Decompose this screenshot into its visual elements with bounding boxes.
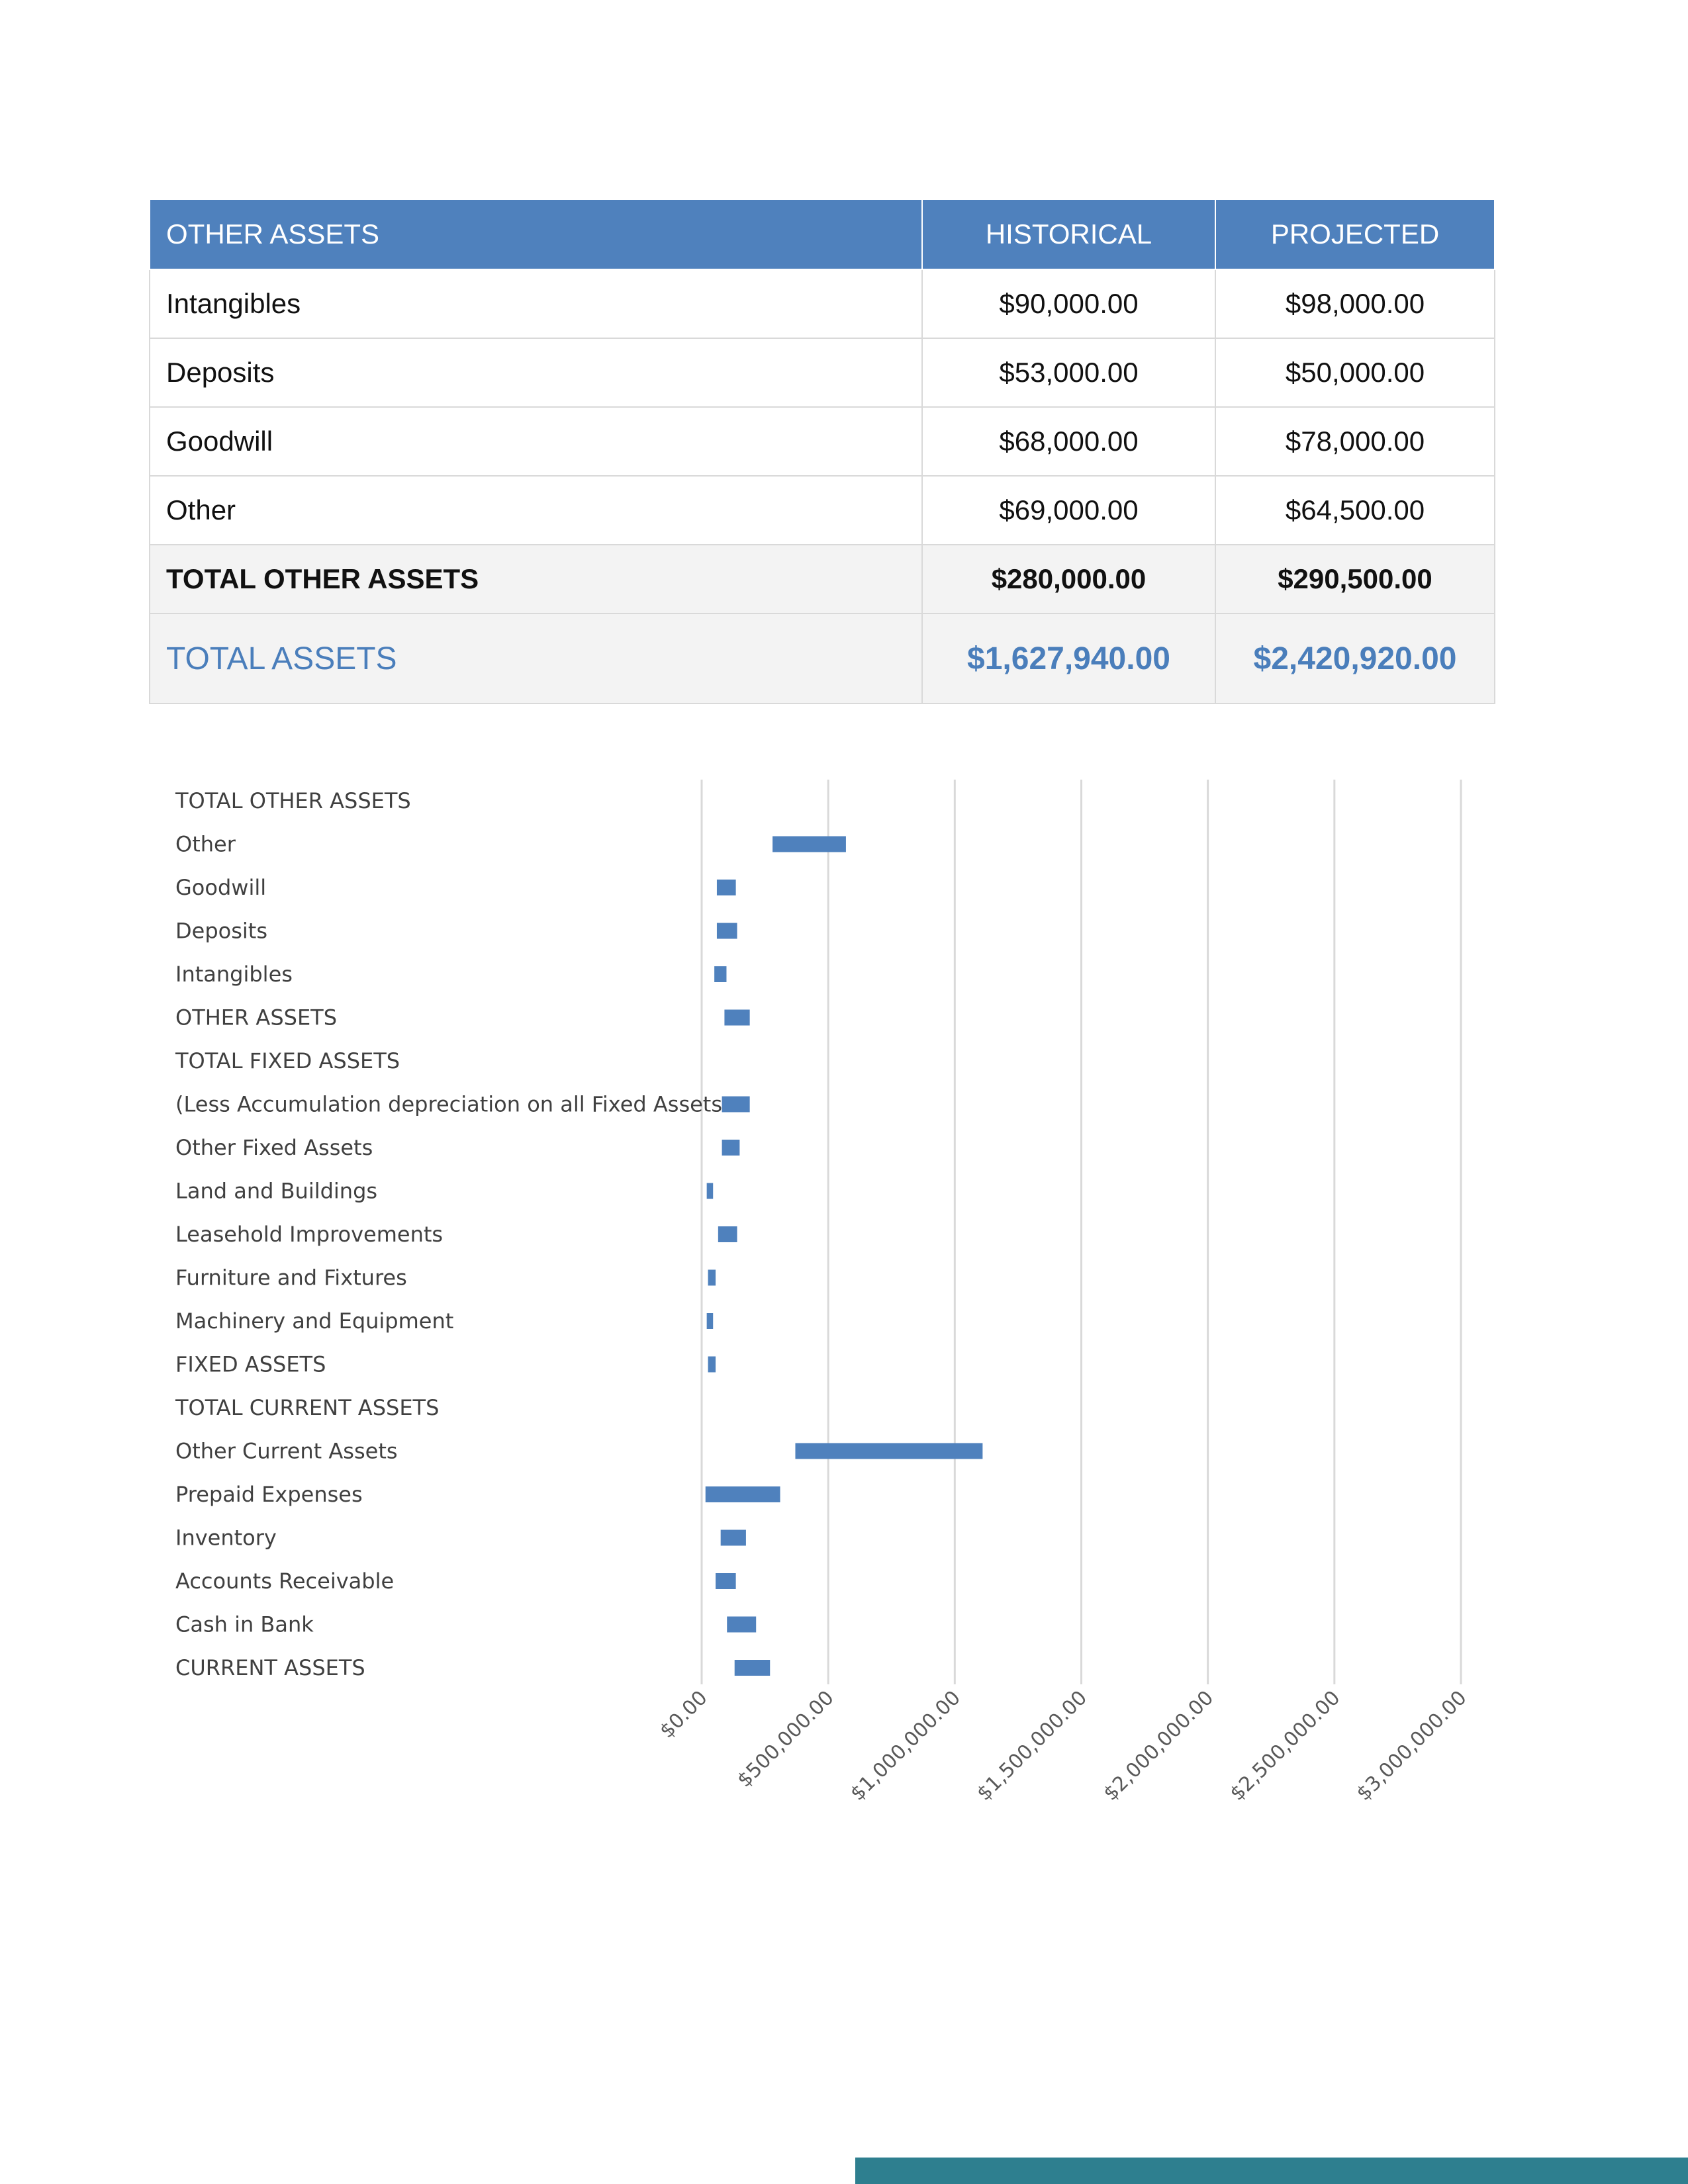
- row-projected: $50,000.00: [1215, 338, 1495, 408]
- assets-bar-chart: TOTAL OTHER ASSETS Other Goodwill Deposits I…: [175, 780, 1472, 1805]
- category-label: OTHER ASSETS: [175, 1005, 337, 1030]
- header-historical: HISTORICAL: [921, 199, 1216, 270]
- total-other-projected: $290,500.00: [1215, 544, 1495, 614]
- chart-bar: [773, 836, 846, 852]
- category-label: Other: [175, 832, 236, 857]
- row-historical: $90,000.00: [921, 269, 1216, 339]
- x-tick-label: $1,000,000.00: [846, 1686, 965, 1805]
- category-label: Other Fixed Assets: [175, 1135, 373, 1160]
- category-label: Deposits: [175, 919, 267, 944]
- row-label: Other: [149, 475, 923, 545]
- other-assets-table: OTHER ASSETS HISTORICAL PROJECTED Intang…: [149, 199, 1495, 704]
- chart-bar: [708, 1269, 716, 1286]
- x-tick-label: $0.00: [655, 1686, 712, 1743]
- category-label: (Less Accumulation depreciation on all F…: [175, 1092, 722, 1117]
- category-label: Cash in Bank: [175, 1612, 314, 1637]
- category-label: TOTAL FIXED ASSETS: [175, 1048, 400, 1073]
- x-tick-label: $3,000,000.00: [1352, 1686, 1472, 1805]
- category-label: Furniture and Fixtures: [175, 1265, 407, 1291]
- total-assets-label: TOTAL ASSETS: [149, 613, 923, 704]
- header-other-assets: OTHER ASSETS: [149, 199, 923, 270]
- table-row: Goodwill $68,000.00 $78,000.00: [149, 406, 1495, 477]
- category-label: FIXED ASSETS: [175, 1352, 326, 1377]
- chart-bar: [720, 1529, 746, 1546]
- category-label: Other Current Assets: [175, 1439, 398, 1464]
- x-axis-ticks: $0.00 $500,000.00 $1,000,000.00 $1,500,000.…: [655, 1686, 1471, 1805]
- total-other-historical: $280,000.00: [921, 544, 1216, 614]
- category-label: CURRENT ASSETS: [175, 1655, 365, 1680]
- category-label: Inventory: [175, 1525, 277, 1551]
- category-label: Prepaid Expenses: [175, 1482, 363, 1507]
- row-historical: $53,000.00: [921, 338, 1216, 408]
- bar-layer: [705, 836, 983, 1676]
- chart-bar: [722, 1140, 740, 1156]
- row-historical: $68,000.00: [921, 406, 1216, 477]
- x-tick-label: $500,000.00: [733, 1686, 839, 1792]
- total-assets-historical: $1,627,940.00: [921, 613, 1216, 704]
- grid-layer: [700, 780, 1462, 1684]
- footer-band: [855, 2158, 1688, 2184]
- category-labels: TOTAL OTHER ASSETS Other Goodwill Deposits I…: [175, 788, 722, 1680]
- total-assets-projected: $2,420,920.00: [1215, 613, 1495, 704]
- x-tick-label: $2,500,000.00: [1226, 1686, 1345, 1805]
- category-label: Leasehold Improvements: [175, 1222, 443, 1247]
- header-projected: PROJECTED: [1215, 199, 1495, 270]
- chart-bar: [724, 1009, 750, 1026]
- chart-bar: [708, 1356, 716, 1373]
- category-label: Machinery and Equipment: [175, 1308, 453, 1334]
- chart-bar: [706, 1313, 714, 1329]
- chart-bar: [705, 1486, 780, 1502]
- chart-bar: [716, 880, 736, 895]
- category-label: TOTAL OTHER ASSETS: [175, 788, 411, 813]
- chart-bar: [722, 1096, 750, 1113]
- table-row: Intangibles $90,000.00 $98,000.00: [149, 269, 1495, 339]
- total-assets-row: TOTAL ASSETS $1,627,940.00 $2,420,920.00: [149, 613, 1495, 704]
- table-row: Deposits $53,000.00 $50,000.00: [149, 338, 1495, 408]
- total-other-assets-row: TOTAL OTHER ASSETS $280,000.00 $290,500.…: [149, 544, 1495, 614]
- chart-bar: [706, 1183, 714, 1199]
- total-other-label: TOTAL OTHER ASSETS: [149, 544, 923, 614]
- x-tick-label: $1,500,000.00: [972, 1686, 1092, 1805]
- category-label: TOTAL CURRENT ASSETS: [175, 1395, 439, 1420]
- row-projected: $98,000.00: [1215, 269, 1495, 339]
- x-tick-label: $2,000,000.00: [1099, 1686, 1218, 1805]
- category-label: Land and Buildings: [175, 1179, 377, 1204]
- row-projected: $78,000.00: [1215, 406, 1495, 477]
- category-label: Accounts Receivable: [175, 1569, 394, 1594]
- chart-bar: [718, 1226, 737, 1242]
- row-projected: $64,500.00: [1215, 475, 1495, 545]
- chart-bar: [716, 923, 737, 939]
- table-row: Other $69,000.00 $64,500.00: [149, 475, 1495, 545]
- table-header-row: OTHER ASSETS HISTORICAL PROJECTED: [149, 199, 1495, 270]
- chart-bar: [734, 1660, 771, 1676]
- row-label: Goodwill: [149, 406, 923, 477]
- chart-bar: [795, 1443, 983, 1459]
- row-label: Deposits: [149, 338, 923, 408]
- row-label: Intangibles: [149, 269, 923, 339]
- category-label: Goodwill: [175, 875, 266, 900]
- category-label: Intangibles: [175, 962, 293, 987]
- chart-bar: [727, 1616, 757, 1633]
- chart-bar: [716, 1573, 736, 1589]
- row-historical: $69,000.00: [921, 475, 1216, 545]
- chart-bar: [714, 966, 727, 982]
